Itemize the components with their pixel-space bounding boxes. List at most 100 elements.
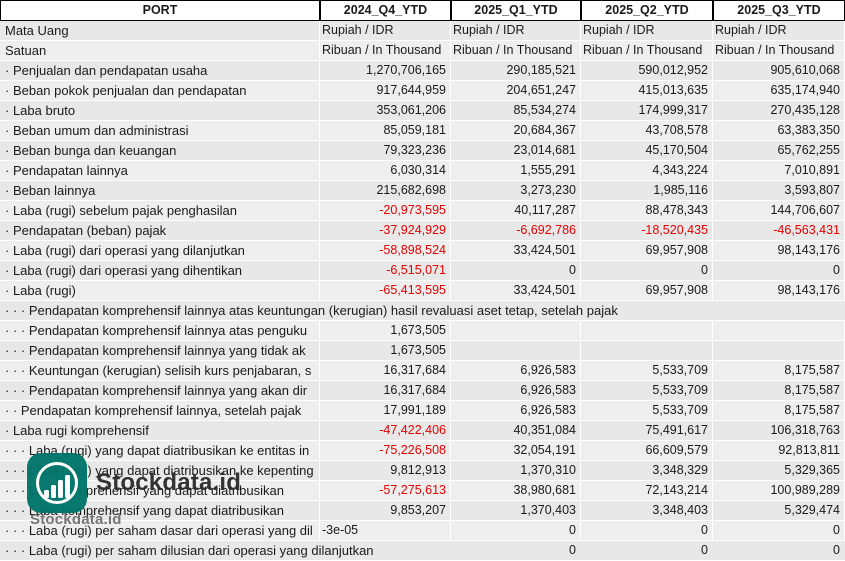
logo-ring (36, 462, 78, 504)
cell-value: 100,989,289 (713, 481, 845, 500)
cell-value: 1,985,116 (581, 181, 713, 200)
cell-value: 33,424,501 (451, 241, 581, 260)
table-body: Mata Uang Rupiah / IDR Rupiah / IDR Rupiah … (0, 21, 845, 561)
cell-value: 917,644,959 (320, 81, 451, 100)
cell-value: 6,030,314 (320, 161, 451, 180)
cell-value: 215,682,698 (320, 181, 451, 200)
bar-chart-icon (44, 475, 70, 498)
column-header-2025-q1-ytd: 2025_Q1_YTD (451, 0, 581, 21)
table-row: · · · Laba (rugi) yang dapat diatribusik… (0, 441, 845, 461)
cell-value (581, 321, 713, 340)
row-label: · Laba (rugi) dari operasi yang dihentik… (0, 261, 320, 280)
cell-value (713, 341, 845, 360)
row-label: · · · Laba (rugi) per saham dasar dari o… (0, 521, 320, 540)
cell-value: 0 (569, 543, 576, 557)
table-row: · · · Laba (rugi) yang dapat diatribusik… (0, 461, 845, 481)
stockdata-watermark: Stockdata.id (27, 453, 241, 513)
cell-value: -46,563,431 (713, 221, 845, 240)
cell-value: -18,520,435 (581, 221, 713, 240)
cell-value: Rupiah / IDR (320, 21, 451, 40)
cell-value: 72,143,214 (581, 481, 713, 500)
cell-value: 66,609,579 (581, 441, 713, 460)
cell-value: 40,351,084 (451, 421, 581, 440)
cell-value (451, 341, 581, 360)
cell-value (451, 321, 581, 340)
row-label: · Beban umum dan administrasi (0, 121, 320, 140)
cell-value: 1,673,505 (320, 341, 451, 360)
table-row: · Laba (rugi) dari operasi yang dilanjut… (0, 241, 845, 261)
cell-value: -58,898,524 (320, 241, 451, 260)
column-header-2025-q2-ytd: 2025_Q2_YTD (581, 0, 713, 21)
cell-value: Ribuan / In Thousand (713, 41, 845, 60)
table-header: PORT 2024_Q4_YTD 2025_Q1_YTD 2025_Q2_YTD… (0, 0, 845, 21)
table-row: · · · Laba (rugi) per saham dasar dari o… (0, 521, 845, 541)
cell-value: 6,926,583 (451, 401, 581, 420)
cell-value: 8,175,587 (713, 401, 845, 420)
cell-value: 5,533,709 (581, 361, 713, 380)
cell-value: 98,143,176 (713, 241, 845, 260)
cell-value: 33,424,501 (451, 281, 581, 300)
cell-value: 5,329,474 (713, 501, 845, 520)
cell-value: 9,853,207 (320, 501, 451, 520)
cell-value: 3,273,230 (451, 181, 581, 200)
cell-value: Ribuan / In Thousand (451, 41, 581, 60)
cell-value: 75,491,617 (581, 421, 713, 440)
cell-value: 290,185,521 (451, 61, 581, 80)
cell-value: 1,673,505 (320, 321, 451, 340)
table-row: · Laba (rugi) sebelum pajak penghasilan -… (0, 201, 845, 221)
table-row: · · · Keuntungan (kerugian) selisih kurs… (0, 361, 845, 381)
row-label: · · · Pendapatan komprehensif lainnya ya… (0, 341, 320, 360)
row-label: · · Pendapatan komprehensif lainnya, set… (0, 401, 320, 420)
cell-value: 79,323,236 (320, 141, 451, 160)
cell-value: 144,706,607 (713, 201, 845, 220)
cell-value: 3,348,329 (581, 461, 713, 480)
table-row: · Beban bunga dan keuangan 79,323,236 23,0… (0, 141, 845, 161)
cell-value: 45,170,504 (581, 141, 713, 160)
cell-value (581, 341, 713, 360)
cell-value: -65,413,595 (320, 281, 451, 300)
cell-value: 69,957,908 (581, 281, 713, 300)
table-row: Mata Uang Rupiah / IDR Rupiah / IDR Rupiah … (0, 21, 845, 41)
cell-value: 6,926,583 (451, 361, 581, 380)
cell-value: 1,270,706,165 (320, 61, 451, 80)
row-label: · · · Pendapatan komprehensif lainnya at… (0, 321, 320, 340)
table-row: · Laba bruto 353,061,206 85,534,274 174,999… (0, 101, 845, 121)
cell-value: 1,370,403 (451, 501, 581, 520)
cell-value: Rupiah / IDR (581, 21, 713, 40)
table-row: · · · Pendapatan komprehensif lainnya ya… (0, 381, 845, 401)
table-row: · · · Laba (rugi) per saham dilusian dar… (0, 541, 845, 561)
row-label: Satuan (0, 41, 320, 60)
stockdata-logo-icon (27, 453, 87, 513)
cell-value: 20,684,367 (451, 121, 581, 140)
cell-value: 0 (713, 261, 845, 280)
cell-value: 905,610,068 (713, 61, 845, 80)
cell-value: 3,593,807 (713, 181, 845, 200)
cell-value: 40,117,287 (451, 201, 581, 220)
table-row: · Penjualan dan pendapatan usaha 1,270,70… (0, 61, 845, 81)
row-label: · · · Laba (rugi) per saham dilusian dar… (5, 543, 374, 558)
table-row: · Beban umum dan administrasi 85,059,181 2… (0, 121, 845, 141)
cell-value: -6,515,071 (320, 261, 451, 280)
cell-value: 7,010,891 (713, 161, 845, 180)
cell-value: 32,054,191 (451, 441, 581, 460)
row-label: · Laba (rugi) dari operasi yang dilanjut… (0, 241, 320, 260)
cell-value: 0 (451, 261, 581, 280)
cell-value: 0 (581, 521, 713, 540)
cell-value: Rupiah / IDR (451, 21, 581, 40)
cell-value (713, 301, 845, 320)
cell-value: 17,991,189 (320, 401, 451, 420)
cell-value: -20,973,595 (320, 201, 451, 220)
cell-value: 3,348,403 (581, 501, 713, 520)
table-row: · Pendapatan lainnya 6,030,314 1,555,291 4,… (0, 161, 845, 181)
row-label: · Laba (rugi) sebelum pajak penghasilan (0, 201, 320, 220)
table-row: · Laba (rugi) dari operasi yang dihentik… (0, 261, 845, 281)
cell-value: 0 (701, 543, 708, 557)
cell-value: 270,435,128 (713, 101, 845, 120)
column-header-2024-q4-ytd: 2024_Q4_YTD (320, 0, 451, 21)
cell-value: 0 (713, 521, 845, 540)
cell-value: 635,174,940 (713, 81, 845, 100)
cell-value: 353,061,206 (320, 101, 451, 120)
cell-value: -6,692,786 (451, 221, 581, 240)
cell-value: 98,143,176 (713, 281, 845, 300)
